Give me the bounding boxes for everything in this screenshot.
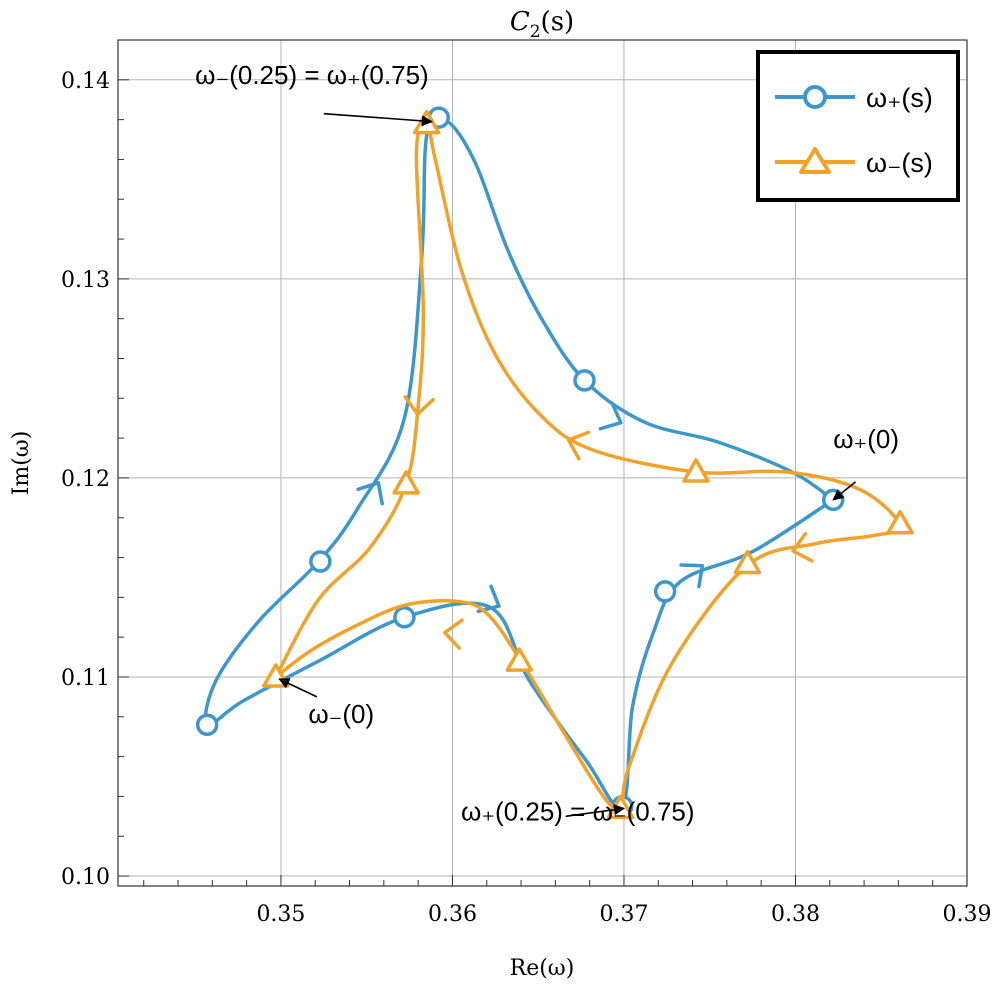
y-tick-label: 0.12 [61, 467, 110, 492]
omega_minus-direction-arrow [403, 395, 435, 416]
omega_minus-direction-arrow [791, 531, 814, 563]
omega_plus-direction-arrow [356, 480, 384, 506]
annotation-label: ω₋(0.25) = ω₊(0.75) [195, 60, 429, 90]
omega_plus-marker [195, 713, 219, 737]
legend-box [756, 50, 960, 202]
annotation-label: ω₊(0.25) = ω₋(0.75) [461, 796, 695, 826]
omega_minus-marker [733, 549, 762, 575]
annotation-arrow [832, 481, 857, 501]
omega_minus-curve [274, 121, 902, 811]
annotation-arrow [323, 112, 433, 127]
x-tick-label: 0.35 [256, 902, 305, 927]
title-sub: 2 [530, 22, 541, 42]
legend-marker-triangle [799, 147, 831, 174]
y-axis-label: Im(ω) [9, 431, 34, 496]
omega_minus-marker [886, 509, 914, 535]
title-main: C [510, 7, 530, 37]
x-tick-label: 0.36 [428, 902, 477, 927]
y-tick-label: 0.14 [61, 69, 110, 94]
omega_plus-marker [393, 606, 416, 629]
omega_minus-direction-arrow [443, 618, 464, 650]
legend-label-omega-minus: ω₋(s) [866, 148, 933, 178]
omega_plus-marker [309, 550, 332, 573]
x-tick-label: 0.39 [943, 902, 992, 927]
legend: ω₊(s) ω₋(s) [756, 50, 960, 202]
omega_plus-direction-arrow [598, 401, 623, 431]
y-tick-label: 0.13 [61, 268, 110, 293]
omega_plus-curve [203, 115, 835, 810]
x-tick-label: 0.38 [771, 902, 820, 927]
omega_plus-marker [573, 369, 596, 392]
y-tick-label: 0.10 [61, 865, 110, 890]
annotation-label: ω₋(0) [308, 699, 374, 729]
annotation-label: ω₊(0) [833, 424, 899, 454]
legend-marker-circle [803, 85, 827, 109]
x-tick-label: 0.37 [599, 902, 648, 927]
annotation-arrow [278, 678, 318, 698]
omega_minus-marker [505, 647, 534, 672]
annotation-arrow [565, 804, 626, 818]
omega_minus-marker [392, 470, 420, 495]
series-layer [195, 106, 914, 820]
axis-ticks: 0.35 0.36 0.37 0.38 0.39 0.10 0.11 0.12 0.13 0.14 [61, 39, 992, 927]
plot-frame [117, 39, 968, 887]
x-axis-label: Re(ω) [510, 956, 575, 981]
omega_minus-direction-arrow [566, 430, 591, 461]
annotations: ω₋(0.25) = ω₊(0.75) ω₊(0) ω₋(0) ω₊(0.25) = … [195, 60, 899, 827]
omega_plus-direction-arrow [679, 563, 705, 589]
legend-label-omega-plus: ω₊(s) [866, 83, 933, 113]
title-tail: (s) [541, 7, 575, 37]
omega_plus-direction-arrow [476, 584, 501, 614]
chart-title: C2(s) [510, 7, 574, 42]
omega_minus-marker [682, 458, 710, 483]
y-tick-label: 0.11 [61, 666, 110, 691]
omega_plus-marker [653, 580, 677, 603]
